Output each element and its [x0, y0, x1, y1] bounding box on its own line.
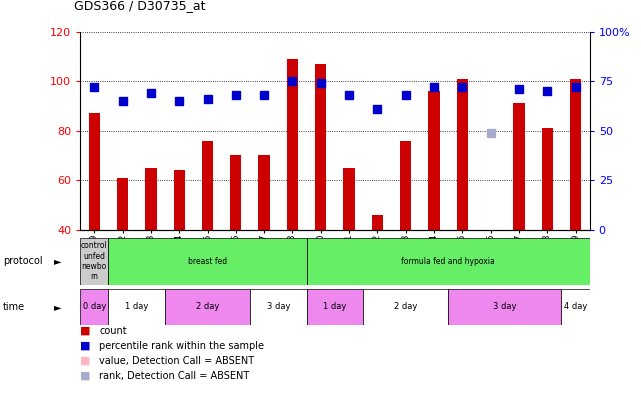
Text: ■: ■	[80, 341, 90, 351]
Text: ■: ■	[80, 356, 90, 366]
Bar	[202, 141, 213, 230]
Bar	[146, 168, 156, 230]
Bar	[287, 59, 298, 230]
Bar	[485, 230, 496, 316]
Bar	[372, 215, 383, 230]
Text: percentile rank within the sample: percentile rank within the sample	[99, 341, 264, 351]
Text: GDS366 / D30735_at: GDS366 / D30735_at	[74, 0, 205, 12]
Text: time: time	[3, 302, 26, 312]
Bar	[108, 289, 165, 325]
Text: ►: ►	[54, 302, 62, 312]
Bar	[562, 289, 590, 325]
Bar	[88, 113, 100, 230]
Bar	[108, 238, 306, 285]
Text: 1 day: 1 day	[125, 303, 149, 311]
Text: 3 day: 3 day	[493, 303, 517, 311]
Text: rank, Detection Call = ABSENT: rank, Detection Call = ABSENT	[99, 371, 249, 381]
Bar	[230, 155, 242, 230]
Text: 2 day: 2 day	[394, 303, 417, 311]
Bar	[250, 289, 306, 325]
Text: 1 day: 1 day	[323, 303, 347, 311]
Text: ■: ■	[80, 371, 90, 381]
Bar	[513, 103, 524, 230]
Text: 4 day: 4 day	[564, 303, 587, 311]
Text: count: count	[99, 326, 127, 336]
Bar	[117, 178, 128, 230]
Bar	[400, 141, 412, 230]
Bar	[456, 79, 468, 230]
Bar	[258, 155, 270, 230]
Text: formula fed and hypoxia: formula fed and hypoxia	[401, 257, 495, 266]
Text: protocol: protocol	[3, 256, 43, 267]
Text: 3 day: 3 day	[267, 303, 290, 311]
Text: 2 day: 2 day	[196, 303, 219, 311]
Bar	[363, 289, 448, 325]
Bar	[80, 289, 108, 325]
Bar	[80, 238, 108, 285]
Text: ■: ■	[80, 326, 90, 336]
Bar	[428, 91, 440, 230]
Bar	[344, 168, 354, 230]
Text: breast fed: breast fed	[188, 257, 227, 266]
Bar	[315, 64, 326, 230]
Bar	[306, 238, 590, 285]
Bar	[306, 289, 363, 325]
Bar	[542, 128, 553, 230]
Text: control
unfed
newbo
rn: control unfed newbo rn	[81, 241, 108, 282]
Bar	[570, 79, 581, 230]
Bar	[174, 170, 185, 230]
Text: ►: ►	[54, 256, 62, 267]
Bar	[165, 289, 250, 325]
Text: value, Detection Call = ABSENT: value, Detection Call = ABSENT	[99, 356, 254, 366]
Text: 0 day: 0 day	[83, 303, 106, 311]
Bar	[448, 289, 562, 325]
